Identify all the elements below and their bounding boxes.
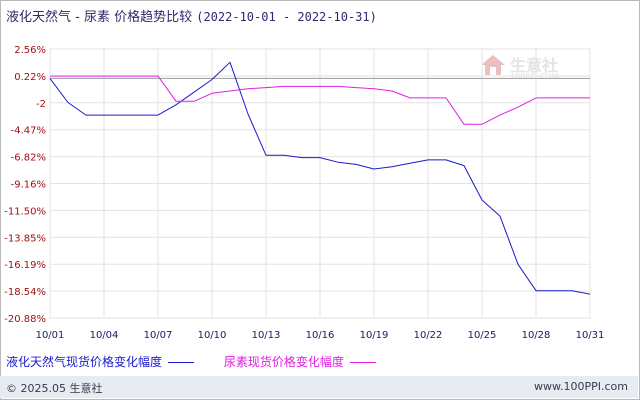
x-tick-label: 10/07 (144, 330, 173, 341)
legend-item-lng: 液化天然气现货价格变化幅度 (6, 353, 195, 370)
date-range: (2022-10-01 - 2022-10-31) (196, 10, 377, 24)
y-tick-label: -4.47% (11, 126, 46, 137)
y-tick-label: -11.50% (4, 206, 46, 217)
chart-title: 液化天然气 - 尿素 价格趋势比较 (2022-10-01 - 2022-10-… (6, 6, 377, 25)
y-tick-label: -20.88% (4, 314, 46, 325)
legend-item-urea: 尿素现货价格变化幅度 (224, 353, 376, 370)
y-tick-label: -18.54% (4, 287, 46, 298)
watermark: 生意社 100PPI.COM (480, 54, 559, 81)
x-tick-label: 10/01 (36, 330, 65, 341)
x-tick-label: 10/16 (306, 330, 335, 341)
y-tick-label: -2 (36, 99, 46, 110)
title-text: 液化天然气 - 尿素 价格趋势比较 (6, 10, 193, 25)
x-tick-label: 10/28 (522, 330, 551, 341)
x-tick-label: 10/04 (90, 330, 119, 341)
y-tick-label: -16.19% (4, 260, 46, 271)
x-tick-label: 10/25 (468, 330, 497, 341)
footer-copyright: © 2025.05 生意社 (6, 382, 103, 395)
y-tick-label: -6.82% (11, 153, 46, 164)
y-tick-label: -9.16% (11, 180, 46, 191)
x-tick-label: 10/19 (360, 330, 389, 341)
series-line-lng (49, 61, 591, 295)
x-tick-label: 10/31 (576, 330, 605, 341)
legend-label-urea: 尿素现货价格变化幅度 (223, 355, 344, 369)
y-tick-label: -13.85% (4, 233, 46, 244)
footer-site-link[interactable]: www.100PPI.com (534, 380, 628, 393)
legend-swatch-urea (349, 362, 376, 363)
x-tick-label: 10/13 (252, 330, 281, 341)
watermark-sub: 100PPI.COM (510, 72, 559, 81)
legend: 液化天然气现货价格变化幅度 尿素现货价格变化幅度 (6, 353, 402, 370)
footer: © 2025.05 生意社 www.100PPI.com (0, 376, 638, 398)
legend-label-lng: 液化天然气现货价格变化幅度 (6, 355, 163, 369)
y-tick-label: 2.56% (14, 45, 46, 56)
legend-swatch-lng (168, 362, 195, 363)
y-tick-label: 0.22% (14, 72, 46, 83)
series-line-urea (50, 75, 590, 125)
watermark-name: 生意社 (510, 56, 559, 75)
x-tick-label: 10/10 (198, 330, 227, 341)
house-logo-icon (481, 55, 505, 75)
x-tick-label: 10/22 (414, 330, 443, 341)
